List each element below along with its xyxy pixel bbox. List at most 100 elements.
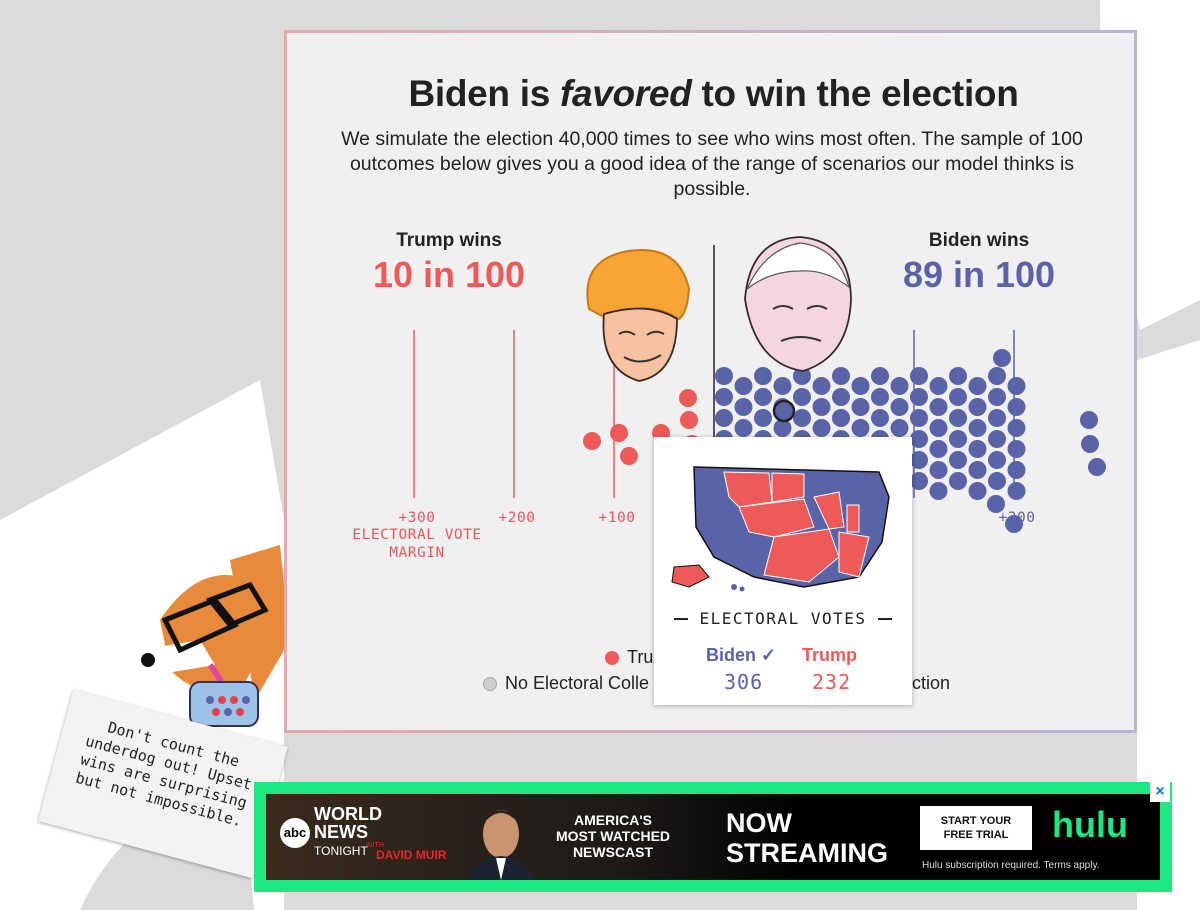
biden-outcome-dot[interactable]: [1007, 482, 1026, 500]
biden-outcome-dot[interactable]: [715, 388, 733, 406]
fox-mascot-icon: [140, 545, 290, 727]
biden-outcome-dot[interactable]: [754, 409, 772, 427]
biden-outcome-dot[interactable]: [910, 451, 928, 469]
ad-headline-2: STREAMING: [726, 838, 888, 868]
biden-outcome-dot[interactable]: [1007, 398, 1026, 416]
biden-outcome-dot[interactable]: [929, 398, 948, 416]
biden-outcome-dot[interactable]: [968, 398, 987, 416]
biden-outcome-dot[interactable]: [812, 419, 831, 437]
biden-outcome-dot[interactable]: [871, 388, 889, 406]
legend-trump: Tru: [605, 647, 653, 668]
biden-outcome-dot[interactable]: [1007, 377, 1026, 395]
biden-outcome-dot[interactable]: [812, 398, 831, 416]
biden-outcome-dot[interactable]: [968, 419, 987, 437]
axis-tick-left-100: +100: [598, 510, 636, 526]
hulu-logo: hulu: [1052, 804, 1128, 845]
biden-outcome-dot[interactable]: [949, 367, 967, 385]
biden-outcome-dot[interactable]: [929, 419, 948, 437]
biden-outcome-dot[interactable]: [949, 388, 967, 406]
biden-outcome-dot[interactable]: [988, 367, 1006, 385]
tooltip-biden-label: Biden ✓: [706, 645, 777, 665]
biden-outcome-dot[interactable]: [812, 377, 831, 395]
biden-outcome-dot[interactable]: [968, 461, 987, 479]
biden-outcome-dot[interactable]: [1080, 411, 1098, 429]
biden-outcome-dot[interactable]: [910, 409, 928, 427]
biden-outcome-dot[interactable]: [851, 419, 870, 437]
biden-outcome-dot[interactable]: [832, 409, 850, 427]
biden-outcome-dot[interactable]: [871, 367, 889, 385]
biden-outcome-dot[interactable]: [1007, 461, 1026, 479]
biden-outcome-dot[interactable]: [754, 367, 772, 385]
biden-outcome-dot[interactable]: [910, 367, 928, 385]
biden-outcome-dot[interactable]: [929, 482, 948, 500]
biden-outcome-dot[interactable]: [910, 472, 928, 490]
biden-outcome-dot[interactable]: [929, 377, 948, 395]
biden-outcome-dot[interactable]: [832, 367, 850, 385]
trump-outcome-dot[interactable]: [679, 389, 697, 407]
biden-outcome-dot[interactable]: [734, 398, 753, 416]
trump-outcome-dot[interactable]: [680, 411, 698, 429]
ad-creative[interactable]: abc WORLD NEWS TONIGHT WITH DAVID MUIR A…: [266, 794, 1160, 880]
outcome-tooltip: ELECTORAL VOTES Biden ✓ Trump 306 232: [654, 437, 912, 705]
biden-outcome-dot[interactable]: [773, 419, 792, 437]
biden-outcome-dot[interactable]: [871, 409, 889, 427]
biden-outcome-dot[interactable]: [890, 377, 909, 395]
biden-outcome-dot[interactable]: [1088, 458, 1106, 476]
biden-outcome-dot[interactable]: [715, 367, 733, 385]
biden-outcome-dot[interactable]: [793, 367, 811, 385]
selected-outcome-dot[interactable]: [772, 399, 796, 423]
ad-disclaimer: Hulu subscription required. Terms apply.: [922, 860, 1100, 871]
biden-outcome-dot[interactable]: [988, 388, 1006, 406]
electoral-votes-title: ELECTORAL VOTES: [699, 609, 867, 628]
trump-outcome-dot[interactable]: [583, 432, 601, 450]
biden-head-icon: [744, 236, 852, 372]
biden-outcome-dot[interactable]: [910, 430, 928, 448]
start-trial-button[interactable]: START YOUR FREE TRIAL: [920, 806, 1032, 850]
biden-outcome-dot[interactable]: [851, 398, 870, 416]
biden-outcome-dot[interactable]: [988, 451, 1006, 469]
trump-outcome-dot[interactable]: [620, 447, 638, 465]
biden-outcome-dot[interactable]: [968, 482, 987, 500]
biden-outcome-dot[interactable]: [851, 377, 870, 395]
ad-logo-world: WORLD: [314, 804, 382, 824]
biden-outcome-dot[interactable]: [910, 388, 928, 406]
hulu-ad-banner[interactable]: abc WORLD NEWS TONIGHT WITH DAVID MUIR A…: [254, 782, 1172, 892]
biden-outcome-dot[interactable]: [949, 472, 967, 490]
close-ad-icon[interactable]: ×: [1150, 782, 1170, 802]
biden-outcome-dot[interactable]: [987, 495, 1005, 513]
biden-outcome-dot[interactable]: [968, 377, 987, 395]
biden-outcome-dot[interactable]: [1005, 515, 1023, 533]
cta-line-2: FREE TRIAL: [943, 829, 1009, 841]
biden-outcome-dot[interactable]: [715, 409, 733, 427]
axis-tick-left-200: +200: [498, 510, 536, 526]
biden-outcome-dot[interactable]: [929, 461, 948, 479]
biden-outcome-dot[interactable]: [890, 398, 909, 416]
biden-outcome-dot[interactable]: [949, 451, 967, 469]
biden-outcome-dot[interactable]: [993, 349, 1011, 367]
ad-logo-tonight: TONIGHT: [314, 844, 368, 858]
biden-outcome-dot[interactable]: [949, 430, 967, 448]
biden-outcome-dot[interactable]: [734, 377, 753, 395]
tooltip-biden-votes: 306: [724, 670, 764, 694]
biden-outcome-dot[interactable]: [968, 440, 987, 458]
biden-outcome-dot[interactable]: [988, 430, 1006, 448]
biden-outcome-dot[interactable]: [1007, 440, 1026, 458]
anchor-photo-icon: [466, 810, 536, 880]
axis-caption-line2: MARGIN: [389, 545, 445, 561]
biden-outcome-dot[interactable]: [832, 388, 850, 406]
biden-outcome-dot[interactable]: [988, 409, 1006, 427]
biden-outcome-dot[interactable]: [949, 409, 967, 427]
biden-outcome-dot[interactable]: [988, 472, 1006, 490]
biden-outcome-dot[interactable]: [890, 419, 909, 437]
biden-outcome-dot[interactable]: [734, 419, 753, 437]
biden-outcome-dot[interactable]: [1007, 419, 1026, 437]
biden-outcome-dot[interactable]: [773, 377, 792, 395]
biden-outcome-dot[interactable]: [793, 409, 811, 427]
biden-outcome-dot[interactable]: [1081, 435, 1099, 453]
us-map-icon: [671, 466, 890, 592]
biden-outcome-dot[interactable]: [929, 440, 948, 458]
trump-outcome-dot[interactable]: [610, 424, 628, 442]
biden-outcome-dot[interactable]: [754, 388, 772, 406]
biden-outcome-dot[interactable]: [793, 388, 811, 406]
legend-no-winner-dot: [483, 676, 497, 691]
